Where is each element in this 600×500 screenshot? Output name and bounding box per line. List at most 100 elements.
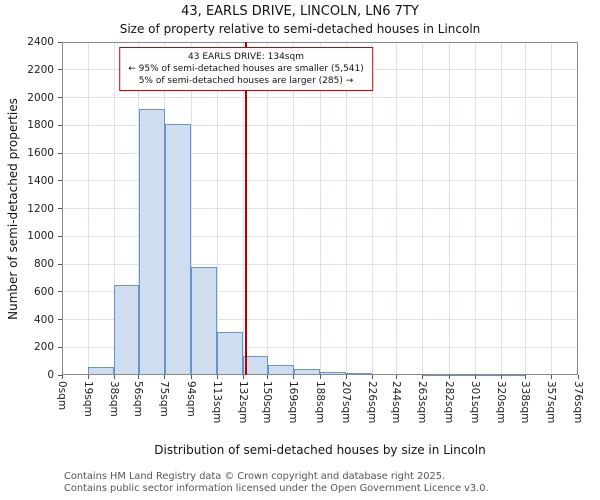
y-tick <box>58 346 62 348</box>
chart-title: 43, EARLS DRIVE, LINCOLN, LN6 7TY <box>181 4 419 19</box>
x-tick-label: 0sqm <box>55 381 68 411</box>
y-tick-label: 1800 <box>27 119 54 132</box>
x-tick <box>345 375 347 379</box>
x-tick-label: 357sqm <box>545 381 558 424</box>
y-tick <box>58 374 62 376</box>
y-tick-label: 400 <box>33 313 54 326</box>
x-tick-label: 75sqm <box>158 381 171 417</box>
x-tick-label: 244sqm <box>390 381 403 424</box>
y-tick <box>58 69 62 71</box>
x-tick-label: 113sqm <box>210 381 223 424</box>
histogram-bar <box>114 284 139 375</box>
x-tick-label: 132sqm <box>236 381 249 424</box>
callout-property-size: 43 EARLS DRIVE: 134sqm <box>188 52 304 62</box>
histogram-bar <box>449 374 476 376</box>
x-tick <box>190 375 192 379</box>
y-tick-label: 800 <box>33 258 54 270</box>
gridline-vertical <box>113 42 115 375</box>
x-tick-label: 19sqm <box>81 381 94 417</box>
gridline-vertical <box>319 42 321 375</box>
axis-frame <box>62 42 578 375</box>
x-tick <box>371 375 373 379</box>
y-tick <box>58 263 62 265</box>
x-tick-label: 207sqm <box>339 381 352 424</box>
x-tick-label: 320sqm <box>494 381 507 424</box>
y-tick <box>58 291 62 293</box>
x-tick <box>525 375 527 379</box>
gridline-vertical <box>293 42 295 375</box>
x-tick <box>551 375 553 379</box>
x-tick-label: 38sqm <box>107 381 120 417</box>
x-tick <box>448 375 450 379</box>
x-tick-label: 376sqm <box>571 381 584 424</box>
histogram-bar <box>475 374 502 376</box>
x-tick-label: 263sqm <box>416 381 429 424</box>
attribution-line-1: Contains HM Land Registry data © Crown c… <box>64 471 446 482</box>
y-tick-label: 1600 <box>27 147 54 159</box>
histogram-bar <box>191 266 218 375</box>
histogram-bar <box>267 364 294 375</box>
x-tick <box>242 375 244 379</box>
x-tick <box>422 375 424 379</box>
marker-line <box>245 42 247 375</box>
y-tick <box>58 97 62 98</box>
chart-subtitle: Size of property relative to semi-detach… <box>119 22 481 36</box>
x-tick-label: 56sqm <box>132 381 145 417</box>
x-tick-label: 150sqm <box>261 381 274 424</box>
gridline-vertical <box>396 42 398 375</box>
y-tick-label: 1400 <box>27 174 54 187</box>
x-tick <box>319 375 321 379</box>
callout-larger-stat: 5% of semi-detached houses are larger (2… <box>138 76 354 86</box>
gridline-vertical <box>525 42 527 375</box>
x-tick <box>396 375 398 379</box>
callout-smaller-stat: ← 95% of semi-detached houses are smalle… <box>128 64 364 74</box>
gridline-vertical <box>87 42 89 375</box>
y-tick <box>58 235 62 237</box>
y-tick <box>58 124 62 126</box>
x-tick <box>216 375 218 379</box>
histogram-bar <box>217 331 244 375</box>
histogram-bar <box>501 374 526 376</box>
x-tick <box>164 375 166 379</box>
y-tick-label: 600 <box>33 285 54 298</box>
x-tick <box>293 375 295 379</box>
gridline-vertical <box>216 42 218 375</box>
gridline-vertical <box>422 42 424 375</box>
x-tick <box>474 375 476 379</box>
y-tick-label: 200 <box>33 341 54 354</box>
gridline-vertical <box>500 42 502 375</box>
x-tick-label: 169sqm <box>287 381 300 424</box>
x-tick <box>267 375 269 379</box>
histogram-bar <box>422 374 449 376</box>
gridline-vertical <box>448 42 450 375</box>
x-tick-label: 94sqm <box>184 381 197 417</box>
callout-box: 43 EARLS DRIVE: 134sqm ← 95% of semi-det… <box>119 47 373 91</box>
x-tick <box>500 375 502 379</box>
histogram-bar <box>243 355 268 375</box>
y-tick-label: 1000 <box>27 230 54 243</box>
attribution-line-2: Contains public sector information licen… <box>64 482 489 494</box>
x-axis-label: Distribution of semi-detached houses by … <box>154 443 486 457</box>
histogram-bar <box>293 369 320 375</box>
y-tick-label: 0 <box>47 369 54 381</box>
y-tick <box>58 41 62 43</box>
x-tick-label: 338sqm <box>519 381 532 424</box>
y-tick <box>58 208 62 209</box>
y-tick <box>58 152 62 154</box>
x-tick <box>87 375 89 379</box>
x-tick-label: 188sqm <box>313 381 326 424</box>
y-tick <box>58 180 62 182</box>
histogram-bar <box>164 123 191 375</box>
x-tick-label: 301sqm <box>468 381 481 424</box>
y-tick-label: 2200 <box>27 63 54 76</box>
gridline-vertical <box>551 42 553 375</box>
histogram-bar <box>138 108 165 375</box>
histogram-bar <box>320 372 347 375</box>
gridline-vertical <box>190 42 192 375</box>
y-tick-label: 2400 <box>27 36 54 48</box>
x-tick <box>61 375 63 379</box>
gridline-vertical <box>474 42 476 375</box>
gridline-vertical <box>345 42 347 375</box>
y-tick-label: 1200 <box>27 202 54 215</box>
x-tick-label: 226sqm <box>365 381 378 424</box>
